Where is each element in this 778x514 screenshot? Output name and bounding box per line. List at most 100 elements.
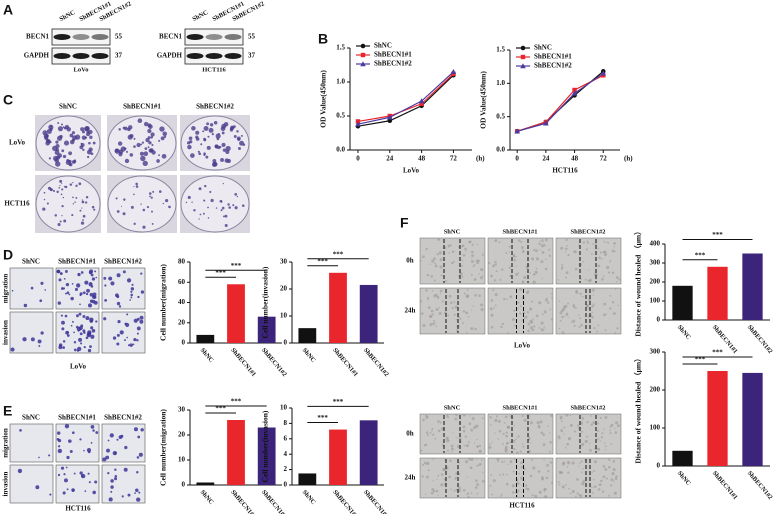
legend-label: ShBECN1#1 xyxy=(374,51,412,59)
cell xyxy=(136,339,139,342)
texture xyxy=(613,246,616,248)
texture xyxy=(559,417,562,420)
y-axis-label: Cell number(invasion) xyxy=(261,410,270,482)
texture xyxy=(437,420,440,423)
texture xyxy=(530,321,534,324)
colony xyxy=(233,134,237,138)
texture xyxy=(597,447,601,451)
texture xyxy=(614,421,619,425)
colony xyxy=(71,131,76,135)
texture xyxy=(581,416,584,420)
cell xyxy=(57,301,62,305)
colony xyxy=(80,221,85,225)
colony xyxy=(61,149,65,153)
colony xyxy=(222,148,227,152)
colony xyxy=(222,182,224,185)
texture xyxy=(522,445,525,448)
cell xyxy=(86,332,91,338)
texture xyxy=(592,303,595,306)
cell xyxy=(94,480,98,484)
colony xyxy=(48,157,51,160)
texture xyxy=(609,295,612,297)
significance-label: *** xyxy=(333,250,344,258)
texture xyxy=(575,307,577,309)
column-header: ShNC xyxy=(444,404,461,411)
colony xyxy=(226,158,231,164)
texture xyxy=(445,280,448,283)
texture xyxy=(509,274,512,278)
row-label: 24h xyxy=(405,307,416,315)
texture xyxy=(597,264,601,268)
texture xyxy=(431,429,433,432)
colony xyxy=(128,125,133,130)
colony xyxy=(144,147,148,151)
texture xyxy=(519,288,522,291)
panel-label: F xyxy=(400,215,409,231)
cell xyxy=(109,433,114,438)
texture xyxy=(497,460,499,463)
texture xyxy=(544,238,548,242)
cell xyxy=(30,337,35,342)
texture xyxy=(537,470,541,473)
texture xyxy=(514,259,517,262)
texture xyxy=(533,325,536,328)
texture xyxy=(543,326,545,328)
texture xyxy=(519,477,523,480)
texture xyxy=(574,307,576,310)
colony xyxy=(86,155,90,159)
cell xyxy=(119,330,124,335)
texture xyxy=(482,252,484,255)
texture xyxy=(467,441,470,444)
texture xyxy=(516,480,519,483)
texture xyxy=(592,305,595,308)
texture xyxy=(603,442,606,445)
colony xyxy=(206,145,211,150)
texture xyxy=(456,437,458,439)
colony xyxy=(168,205,171,209)
texture xyxy=(582,261,585,263)
cell xyxy=(126,336,129,339)
texture xyxy=(592,242,595,245)
texture xyxy=(437,429,441,433)
texture xyxy=(524,481,526,483)
texture xyxy=(563,433,565,435)
texture xyxy=(599,416,602,420)
y-tick-label: 4 xyxy=(284,450,288,458)
texture xyxy=(560,246,564,250)
column-header: ShBECN1#2 xyxy=(570,404,605,411)
blot-band xyxy=(53,53,71,59)
colony xyxy=(203,126,209,131)
texture xyxy=(543,488,546,491)
texture xyxy=(450,301,453,305)
texture xyxy=(576,492,579,495)
x-tick-label: ShNC xyxy=(676,470,692,487)
texture xyxy=(603,240,605,242)
transwell-image xyxy=(101,267,146,310)
texture xyxy=(504,415,508,419)
texture xyxy=(568,437,571,441)
texture xyxy=(492,289,495,292)
texture xyxy=(532,466,536,470)
colony xyxy=(55,143,60,149)
texture xyxy=(550,481,553,484)
texture xyxy=(615,276,619,279)
transwell-image xyxy=(55,423,100,463)
texture xyxy=(495,415,498,418)
texture xyxy=(567,254,570,257)
plate xyxy=(107,175,177,233)
column-header: ShNC xyxy=(22,414,40,422)
texture xyxy=(439,293,442,295)
texture xyxy=(433,319,436,322)
texture xyxy=(420,312,424,315)
texture xyxy=(438,306,441,309)
texture xyxy=(439,421,442,424)
texture xyxy=(473,442,476,444)
colony xyxy=(45,138,50,143)
texture xyxy=(582,468,584,470)
texture xyxy=(450,447,454,451)
colony xyxy=(236,130,239,133)
texture xyxy=(540,249,542,251)
texture xyxy=(573,250,576,253)
texture xyxy=(507,463,509,465)
